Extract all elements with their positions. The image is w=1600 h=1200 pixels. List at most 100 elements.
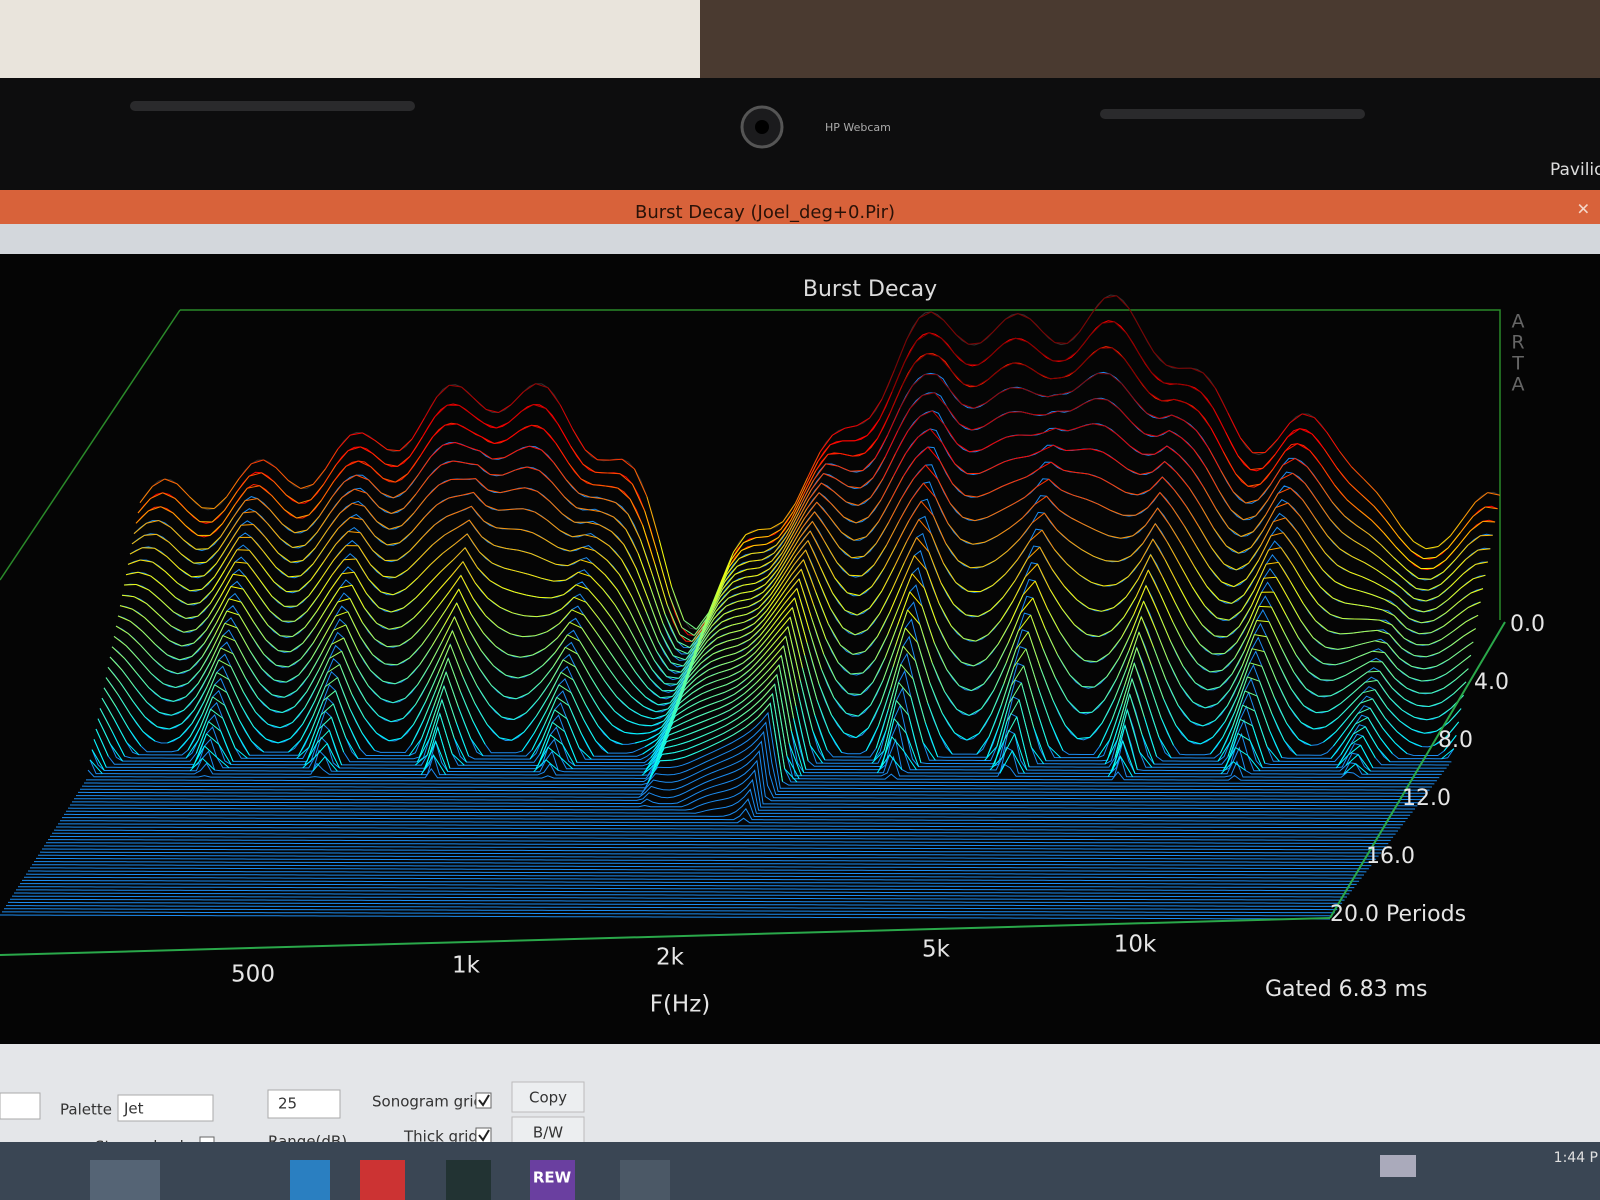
decay-segment bbox=[1108, 535, 1121, 539]
decay-segment bbox=[308, 653, 322, 676]
decay-segment bbox=[1458, 654, 1472, 666]
decay-segment bbox=[1173, 398, 1187, 404]
decay-segment bbox=[926, 353, 940, 357]
decay-segment bbox=[616, 696, 630, 709]
taskbar-icon[interactable] bbox=[446, 1160, 491, 1200]
decay-segment bbox=[1384, 717, 1398, 733]
decay-segment bbox=[421, 524, 435, 538]
decay-segment bbox=[733, 613, 747, 618]
decay-segment bbox=[1232, 761, 1246, 771]
decay-segment bbox=[748, 664, 762, 678]
decay-segment bbox=[627, 514, 641, 540]
decay-segment bbox=[434, 516, 447, 526]
decay-segment bbox=[1406, 568, 1419, 579]
decay-segment bbox=[449, 644, 464, 677]
dropdown[interactable] bbox=[0, 1092, 41, 1120]
decay-segment bbox=[786, 578, 800, 595]
decay-segment bbox=[99, 708, 113, 733]
decay-segment bbox=[390, 607, 404, 613]
decay-segment bbox=[1193, 449, 1207, 469]
decay-segment bbox=[693, 618, 707, 636]
decay-segment bbox=[554, 709, 568, 720]
decay-segment bbox=[267, 523, 281, 539]
decay-segment bbox=[862, 457, 876, 471]
decay-segment bbox=[928, 551, 942, 584]
decay-segment bbox=[464, 547, 478, 568]
decay-segment bbox=[1076, 335, 1091, 352]
decay-segment bbox=[1188, 385, 1202, 393]
decay-segment bbox=[1032, 597, 1046, 629]
decay-segment bbox=[213, 496, 227, 509]
decay-segment bbox=[1250, 529, 1264, 548]
decay-segment bbox=[169, 640, 182, 647]
decay-segment bbox=[772, 693, 786, 769]
decay-segment bbox=[768, 529, 781, 537]
decay-segment bbox=[715, 717, 729, 724]
decay-segment bbox=[1106, 721, 1121, 761]
decay-segment bbox=[273, 581, 287, 592]
decay-segment bbox=[1236, 562, 1249, 571]
decay-segment bbox=[1425, 546, 1439, 550]
decay-segment bbox=[1261, 666, 1275, 698]
keyboard-icon[interactable] bbox=[1380, 1155, 1416, 1177]
decay-segment bbox=[310, 637, 324, 660]
decay-segment bbox=[978, 355, 992, 366]
decay-segment bbox=[1425, 595, 1439, 602]
decay-segment bbox=[306, 594, 320, 612]
decay-slice bbox=[0, 914, 1330, 920]
decay-segment bbox=[720, 551, 734, 582]
decay-segment bbox=[876, 612, 891, 637]
decay-segment bbox=[1365, 679, 1378, 683]
decay-segment bbox=[619, 473, 633, 485]
range-spinner[interactable] bbox=[267, 1089, 341, 1119]
decay-segment bbox=[1076, 599, 1090, 609]
taskbar-icon[interactable] bbox=[620, 1160, 670, 1200]
close-button[interactable]: ✕ bbox=[1577, 200, 1590, 219]
decay-segment bbox=[1060, 390, 1073, 395]
decay-segment bbox=[286, 494, 299, 504]
palette-select[interactable] bbox=[117, 1094, 214, 1122]
decay-segment bbox=[1287, 428, 1301, 438]
decay-segment bbox=[1114, 459, 1128, 470]
decay-segment bbox=[1384, 598, 1397, 607]
decay-segment bbox=[502, 469, 515, 476]
decay-segment bbox=[1086, 633, 1100, 637]
decay-segment bbox=[1061, 608, 1075, 626]
taskbar-icon[interactable] bbox=[290, 1160, 330, 1200]
decay-segment bbox=[224, 705, 238, 735]
copy-button[interactable] bbox=[511, 1081, 585, 1113]
decay-segment bbox=[1391, 567, 1405, 579]
decay-segment bbox=[1348, 482, 1362, 496]
decay-segment bbox=[758, 593, 772, 609]
decay-segment bbox=[559, 530, 573, 538]
decay-segment bbox=[314, 743, 328, 758]
decay-segment bbox=[765, 631, 779, 648]
decay-segment bbox=[1123, 647, 1138, 687]
decay-segment bbox=[1409, 741, 1422, 748]
decay-segment bbox=[134, 686, 148, 703]
decay-segment bbox=[709, 699, 723, 706]
decay-segment bbox=[167, 736, 181, 744]
decay-segment bbox=[1163, 382, 1177, 385]
decay-segment bbox=[335, 450, 349, 466]
decay-segment bbox=[1388, 578, 1402, 589]
decay-segment bbox=[1226, 680, 1241, 706]
decay-segment bbox=[1404, 698, 1418, 706]
decay-segment bbox=[907, 609, 921, 625]
decay-segment bbox=[838, 547, 852, 559]
taskbar-icon[interactable] bbox=[90, 1160, 160, 1200]
taskbar-icon[interactable] bbox=[360, 1160, 405, 1200]
decay-segment bbox=[1194, 566, 1208, 587]
decay-segment bbox=[1078, 574, 1092, 583]
decay-segment bbox=[749, 559, 762, 562]
decay-segment bbox=[1171, 507, 1186, 527]
decay-segment bbox=[721, 693, 735, 701]
decay-segment bbox=[1343, 763, 1357, 775]
decay-segment bbox=[704, 680, 717, 687]
decay-segment bbox=[804, 655, 818, 701]
decay-segment bbox=[1029, 529, 1043, 542]
decay-segment bbox=[778, 519, 792, 538]
taskbar-icon[interactable] bbox=[530, 1160, 575, 1200]
decay-segment bbox=[618, 682, 632, 697]
decay-segment bbox=[984, 746, 998, 761]
